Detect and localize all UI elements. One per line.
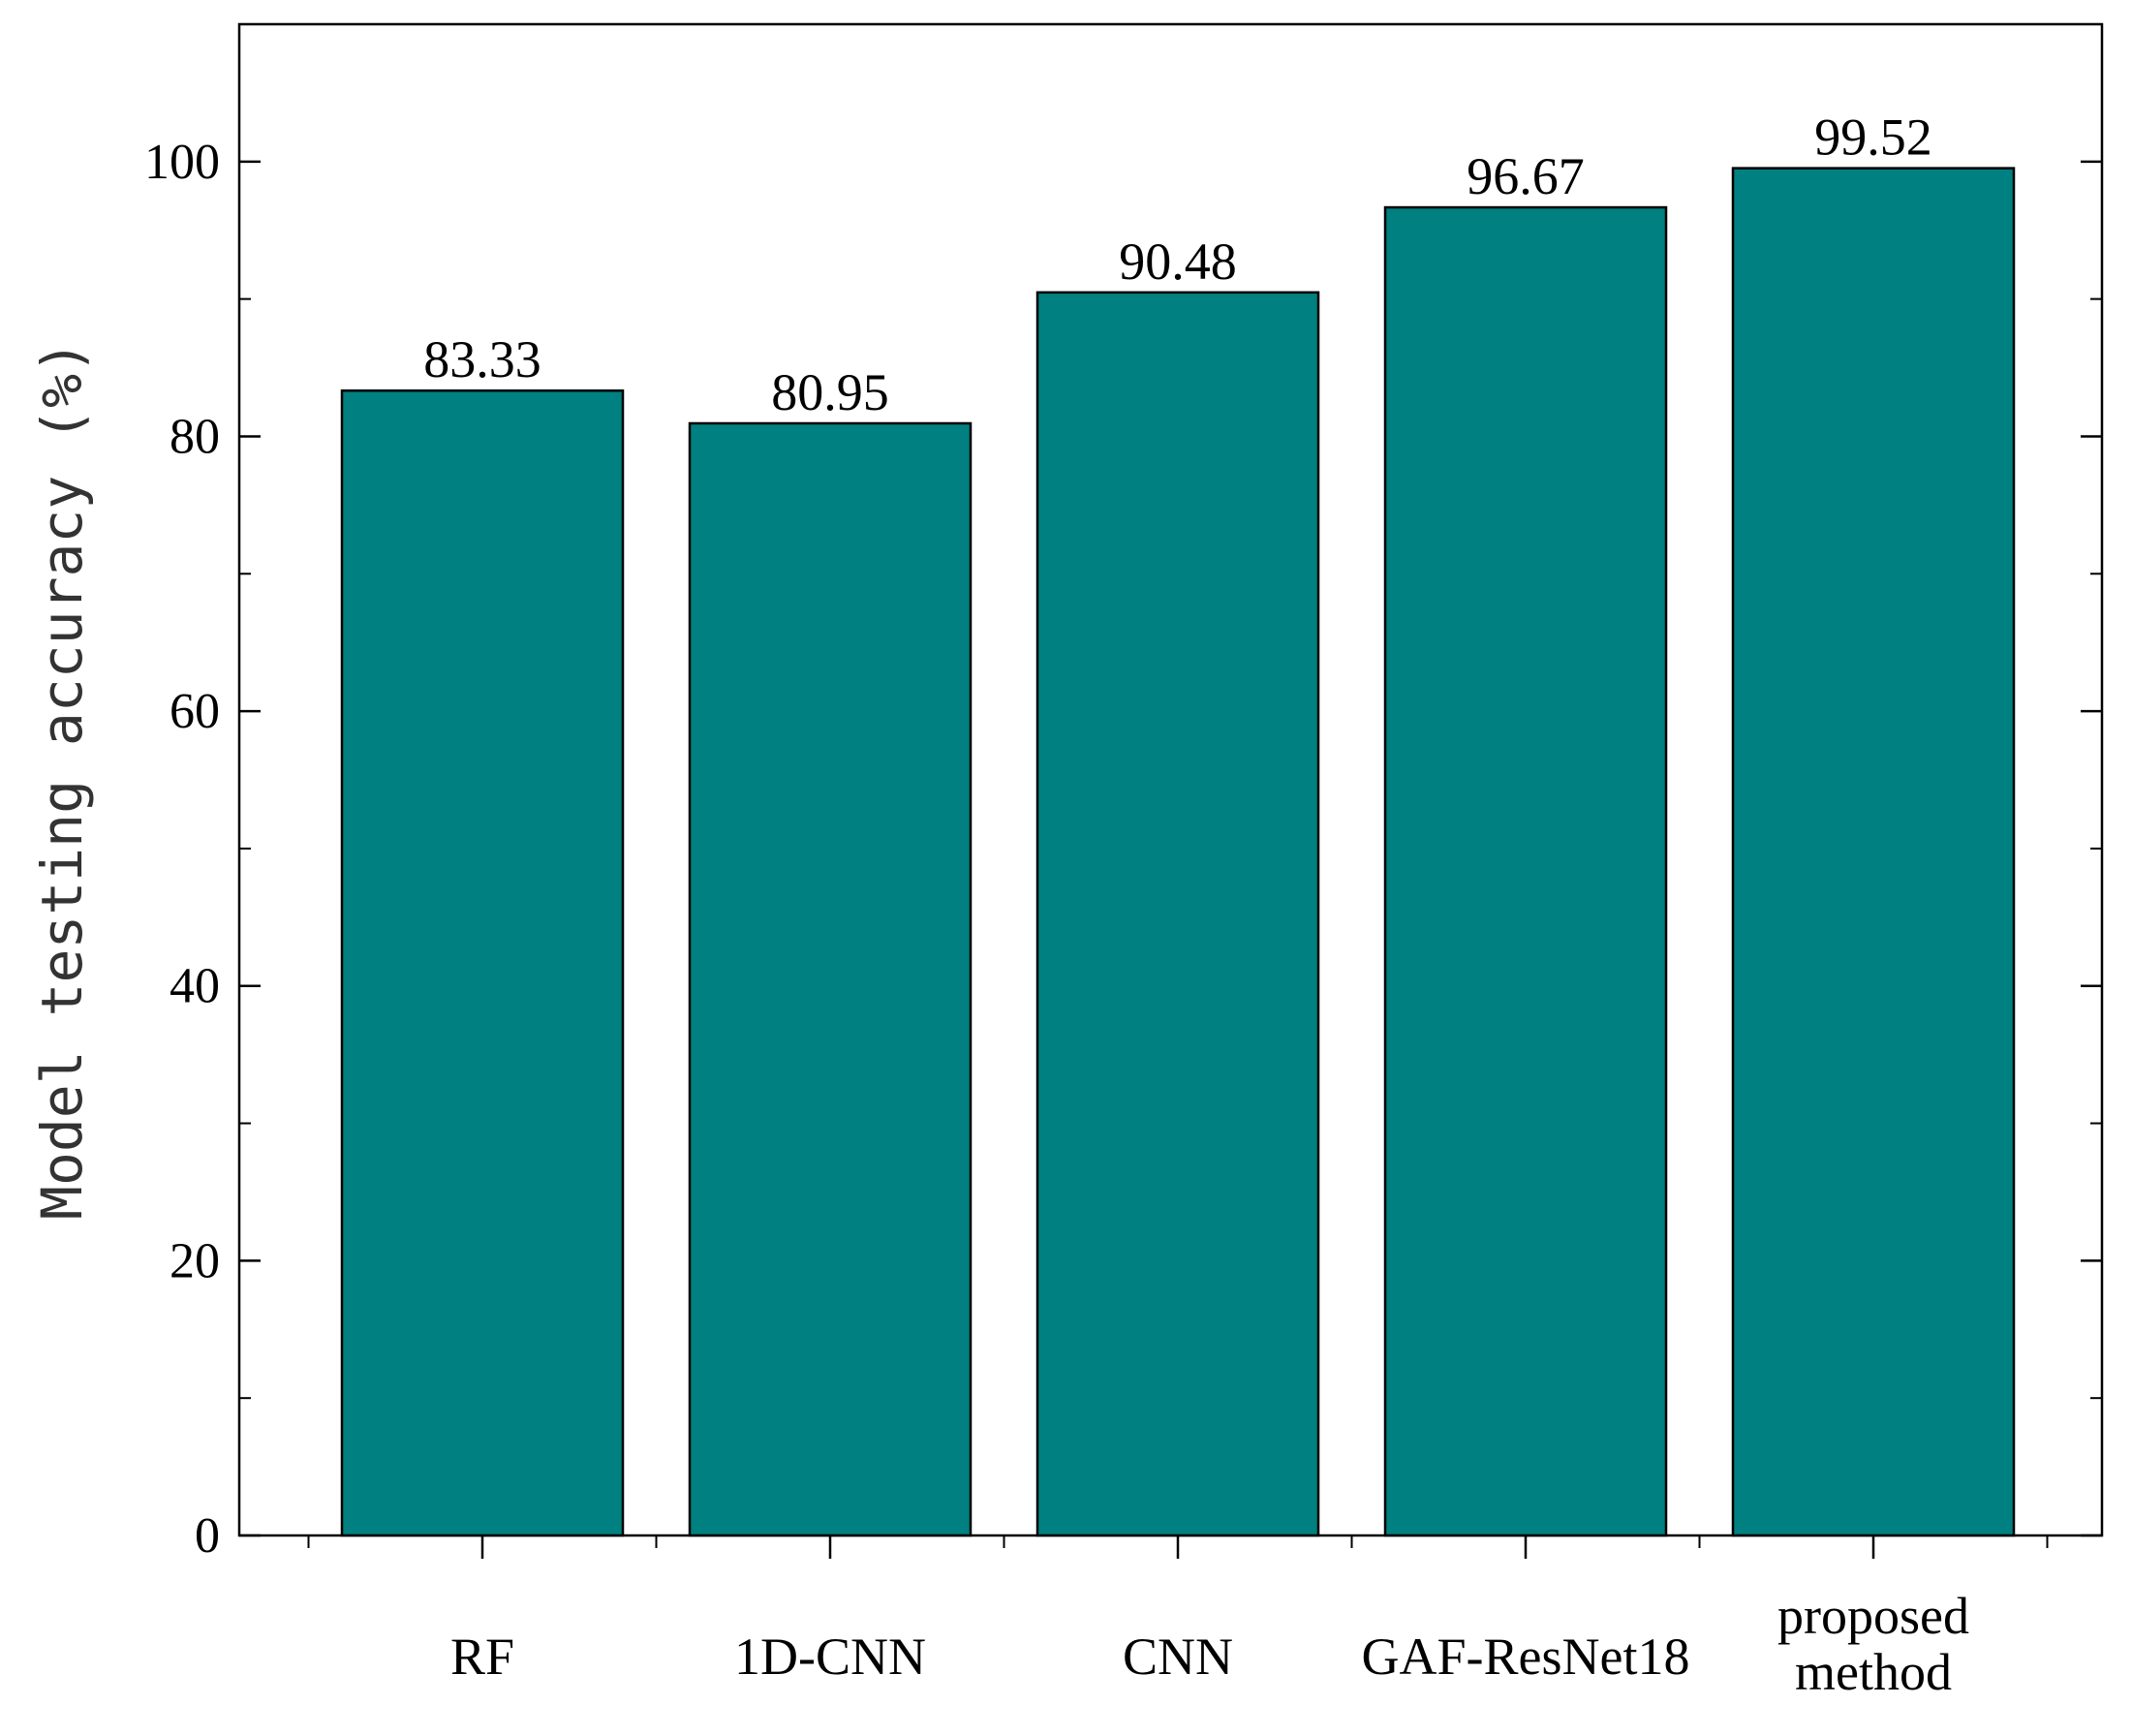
y-tick-label: 40 [170,959,220,1014]
bar-value-label: 99.52 [1814,108,1932,167]
x-category-label: GAF-ResNet18 [1362,1628,1690,1686]
bar [688,421,973,1537]
bar-value-label: 83.33 [423,330,541,388]
y-tick-label: 60 [170,684,220,739]
y-tick-label: 20 [170,1233,220,1288]
bar-value-label: 96.67 [1467,147,1585,205]
x-category-label: CNN [1123,1628,1233,1686]
bar-value-label: 90.48 [1119,232,1237,291]
y-tick-label: 100 [144,135,220,190]
x-category-label: method [1795,1643,1952,1701]
x-category-label: RF [450,1628,514,1686]
x-category-label: proposed [1777,1587,1969,1645]
bar-value-label: 80.95 [771,363,889,421]
labels: 0 20 40 60 80 100 83.33 RF 80.95 1D-CNN 90.48 CNN 96… [144,108,1969,1701]
bar [340,388,625,1537]
x-category-label: 1D-CNN [734,1628,926,1686]
y-axis-title: Model testing accuracy (%) [29,340,95,1220]
bars [340,167,2016,1537]
bar [1383,205,1668,1537]
y-tick-label: 0 [195,1508,220,1564]
bar [1731,167,2016,1537]
axis-ticks [239,160,2102,1559]
y-tick-label: 80 [170,409,220,464]
bar [1035,291,1320,1537]
